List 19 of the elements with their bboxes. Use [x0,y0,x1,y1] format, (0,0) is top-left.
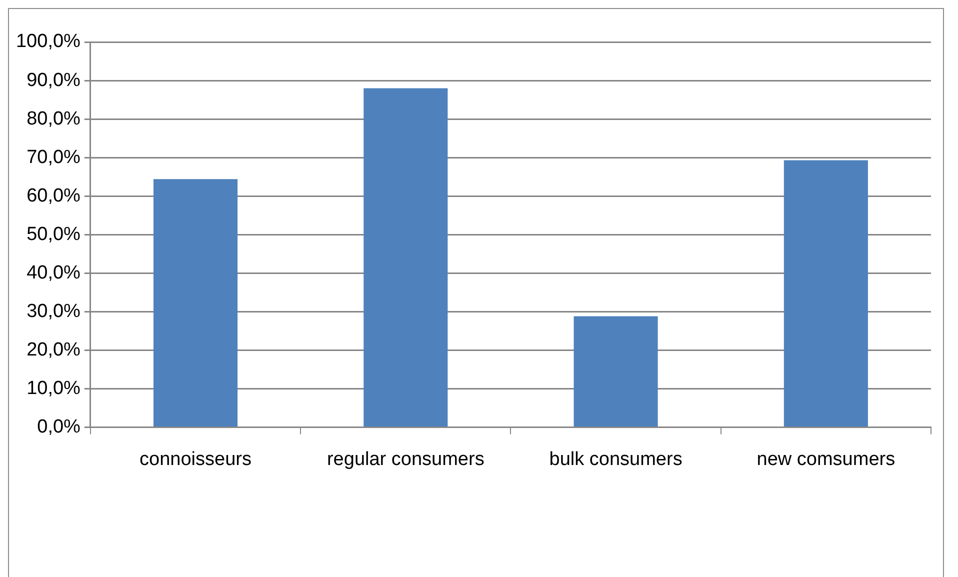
y-tick-label: 100,0% [16,31,81,52]
y-tick-label: 50,0% [26,224,81,245]
y-tick-label: 80,0% [26,108,81,130]
y-tick-label: 0,0% [37,416,81,438]
y-tick-label: 20,0% [26,339,81,360]
y-tick-label: 40,0% [26,262,81,284]
bar [364,88,448,426]
y-tick-label: 60,0% [26,185,81,206]
bar [153,179,238,426]
x-tick-label: new comsumers [756,448,896,470]
y-tick-label: 90,0% [26,70,81,91]
bar [784,160,868,426]
x-tick-label: bulk consumers [549,448,682,470]
x-tick-label: regular consumers [326,448,484,470]
y-tick-label: 10,0% [26,378,81,399]
bar [574,316,658,426]
y-tick-label: 70,0% [26,146,81,168]
x-tick-label: connoisseurs [140,448,252,470]
y-tick-label: 30,0% [26,300,81,322]
